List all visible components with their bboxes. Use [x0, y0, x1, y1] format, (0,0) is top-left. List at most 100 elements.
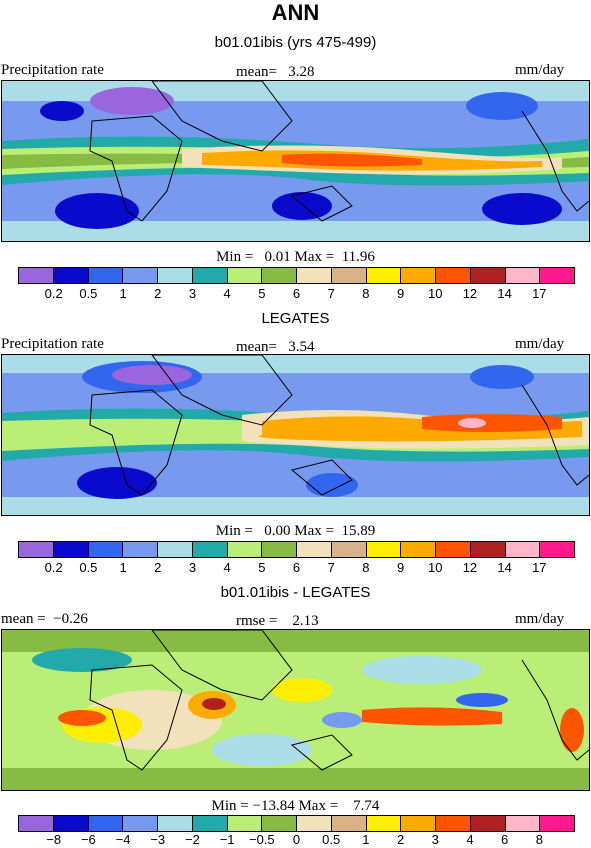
colorbar-swatch	[470, 268, 506, 283]
colorbar-tick-label: 14	[497, 286, 512, 301]
colorbar-swatch	[436, 816, 471, 831]
panel-1-variable-label: Precipitation rate	[1, 62, 104, 78]
colorbar-swatch	[192, 542, 228, 557]
colorbar-tick-label: 1	[119, 286, 127, 301]
colorbar-tick-label: 0.5	[79, 560, 98, 575]
colorbar-swatch	[470, 816, 506, 831]
panel-2-map-svg	[2, 355, 589, 515]
colorbar-swatch	[192, 268, 228, 283]
panel-3-map-svg	[2, 630, 589, 790]
panel-3-min-max: Min = −13.84 Max = 7.74	[211, 798, 380, 814]
panel-2-subtitle: LEGATES	[261, 310, 330, 327]
colorbar-swatch	[505, 542, 541, 557]
colorbar-tick-label: 5	[258, 286, 266, 301]
figure-title: ANN	[271, 0, 320, 25]
colorbar-swatch	[88, 816, 124, 831]
panel-1-colorbar-ticks: 0.2 0.5 1 2 3 4 5 6 7 8 9 10 12 14 17	[18, 286, 575, 302]
colorbar-swatch	[262, 816, 297, 831]
colorbar-tick-label: 2	[396, 832, 405, 847]
panel-1-colorbar	[18, 267, 575, 284]
panel-3-subtitle: b01.01ibis - LEGATES	[220, 584, 371, 601]
colorbar-tick-label: −6	[80, 832, 96, 847]
colorbar-swatch	[53, 816, 89, 831]
colorbar-tick-label: 1	[119, 560, 127, 575]
colorbar-tick-label: 8	[362, 560, 370, 575]
colorbar-swatch	[540, 816, 574, 831]
colorbar-swatch	[297, 816, 332, 831]
colorbar-swatch	[331, 542, 367, 557]
colorbar-tick-label: 0	[292, 832, 301, 847]
panel-3-colorbar-ticks: −8 −6 −4 −3 −2 −1 −0.5 0 0.5 1 2 3 4 6 8	[18, 832, 575, 848]
panel-1-min-max: Min = 0.01 Max = 11.96	[216, 249, 375, 265]
panel-1-subtitle: b01.01ibis (yrs 475-499)	[214, 34, 377, 51]
colorbar-swatch	[53, 268, 89, 283]
colorbar-swatch	[123, 268, 158, 283]
colorbar-tick-label: −2	[185, 832, 200, 847]
colorbar-tick-label: 0.2	[44, 560, 63, 575]
colorbar-swatch	[19, 816, 54, 831]
colorbar-tick-label: −0.5	[248, 832, 275, 847]
colorbar-swatch	[470, 542, 506, 557]
colorbar-swatch	[19, 268, 54, 283]
colorbar-tick-label: 6	[292, 286, 301, 301]
colorbar-swatch	[540, 542, 574, 557]
panel-3-rmse-label: rmse = 2.13	[236, 613, 319, 629]
colorbar-tick-label: 10	[428, 560, 443, 575]
colorbar-swatch	[505, 816, 541, 831]
colorbar-swatch	[192, 816, 228, 831]
colorbar-tick-label: 2	[154, 286, 162, 301]
colorbar-swatch	[123, 816, 158, 831]
colorbar-swatch	[88, 542, 124, 557]
colorbar-tick-label: 1	[362, 832, 370, 847]
colorbar-swatch	[262, 542, 297, 557]
colorbar-tick-label: 8	[535, 832, 543, 847]
colorbar-swatch	[19, 542, 54, 557]
colorbar-tick-label: 8	[362, 286, 370, 301]
colorbar-tick-label: 0.2	[44, 286, 63, 301]
panel-2-variable-label: Precipitation rate	[1, 336, 104, 352]
colorbar-tick-label: 10	[428, 286, 443, 301]
colorbar-tick-label: 17	[532, 560, 547, 575]
colorbar-swatch	[366, 816, 402, 831]
colorbar-swatch	[262, 268, 297, 283]
colorbar-tick-label: −4	[115, 832, 131, 847]
panel-2-units-label: mm/day	[515, 336, 565, 352]
colorbar-swatch	[53, 542, 89, 557]
colorbar-tick-label: 3	[188, 286, 197, 301]
colorbar-swatch	[331, 268, 367, 283]
colorbar-tick-label: 0.5	[322, 832, 341, 847]
colorbar-tick-label: 9	[396, 286, 405, 301]
colorbar-tick-label: 6	[501, 832, 509, 847]
colorbar-tick-label: 12	[462, 560, 478, 575]
colorbar-swatch	[401, 816, 436, 831]
colorbar-swatch	[366, 268, 402, 283]
colorbar-swatch	[158, 816, 193, 831]
colorbar-swatch	[297, 542, 332, 557]
colorbar-swatch	[227, 816, 263, 831]
colorbar-tick-label: 17	[532, 286, 547, 301]
colorbar-swatch	[401, 542, 436, 557]
colorbar-swatch	[366, 542, 402, 557]
colorbar-tick-label: 6	[292, 560, 301, 575]
colorbar-tick-label: 5	[258, 560, 266, 575]
colorbar-swatch	[158, 268, 193, 283]
colorbar-tick-label: −3	[150, 832, 166, 847]
panel-2-colorbar	[18, 541, 575, 558]
panel-3-map	[1, 629, 590, 791]
colorbar-swatch	[227, 268, 263, 283]
panel-3-units-label: mm/day	[515, 611, 565, 627]
colorbar-swatch	[88, 268, 124, 283]
colorbar-tick-label: 4	[223, 560, 231, 575]
colorbar-tick-label: 4	[223, 286, 231, 301]
colorbar-swatch	[297, 268, 332, 283]
panel-1-map-svg	[2, 81, 589, 241]
panel-1-units-label: mm/day	[515, 62, 565, 78]
colorbar-tick-label: −8	[46, 832, 62, 847]
colorbar-tick-label: 2	[154, 560, 162, 575]
colorbar-tick-label: −1	[219, 832, 235, 847]
colorbar-tick-label: 7	[327, 286, 335, 301]
colorbar-swatch	[227, 542, 263, 557]
panel-2-map	[1, 354, 590, 516]
panel-1-mean-label: mean= 3.28	[236, 64, 315, 80]
colorbar-swatch	[123, 542, 158, 557]
